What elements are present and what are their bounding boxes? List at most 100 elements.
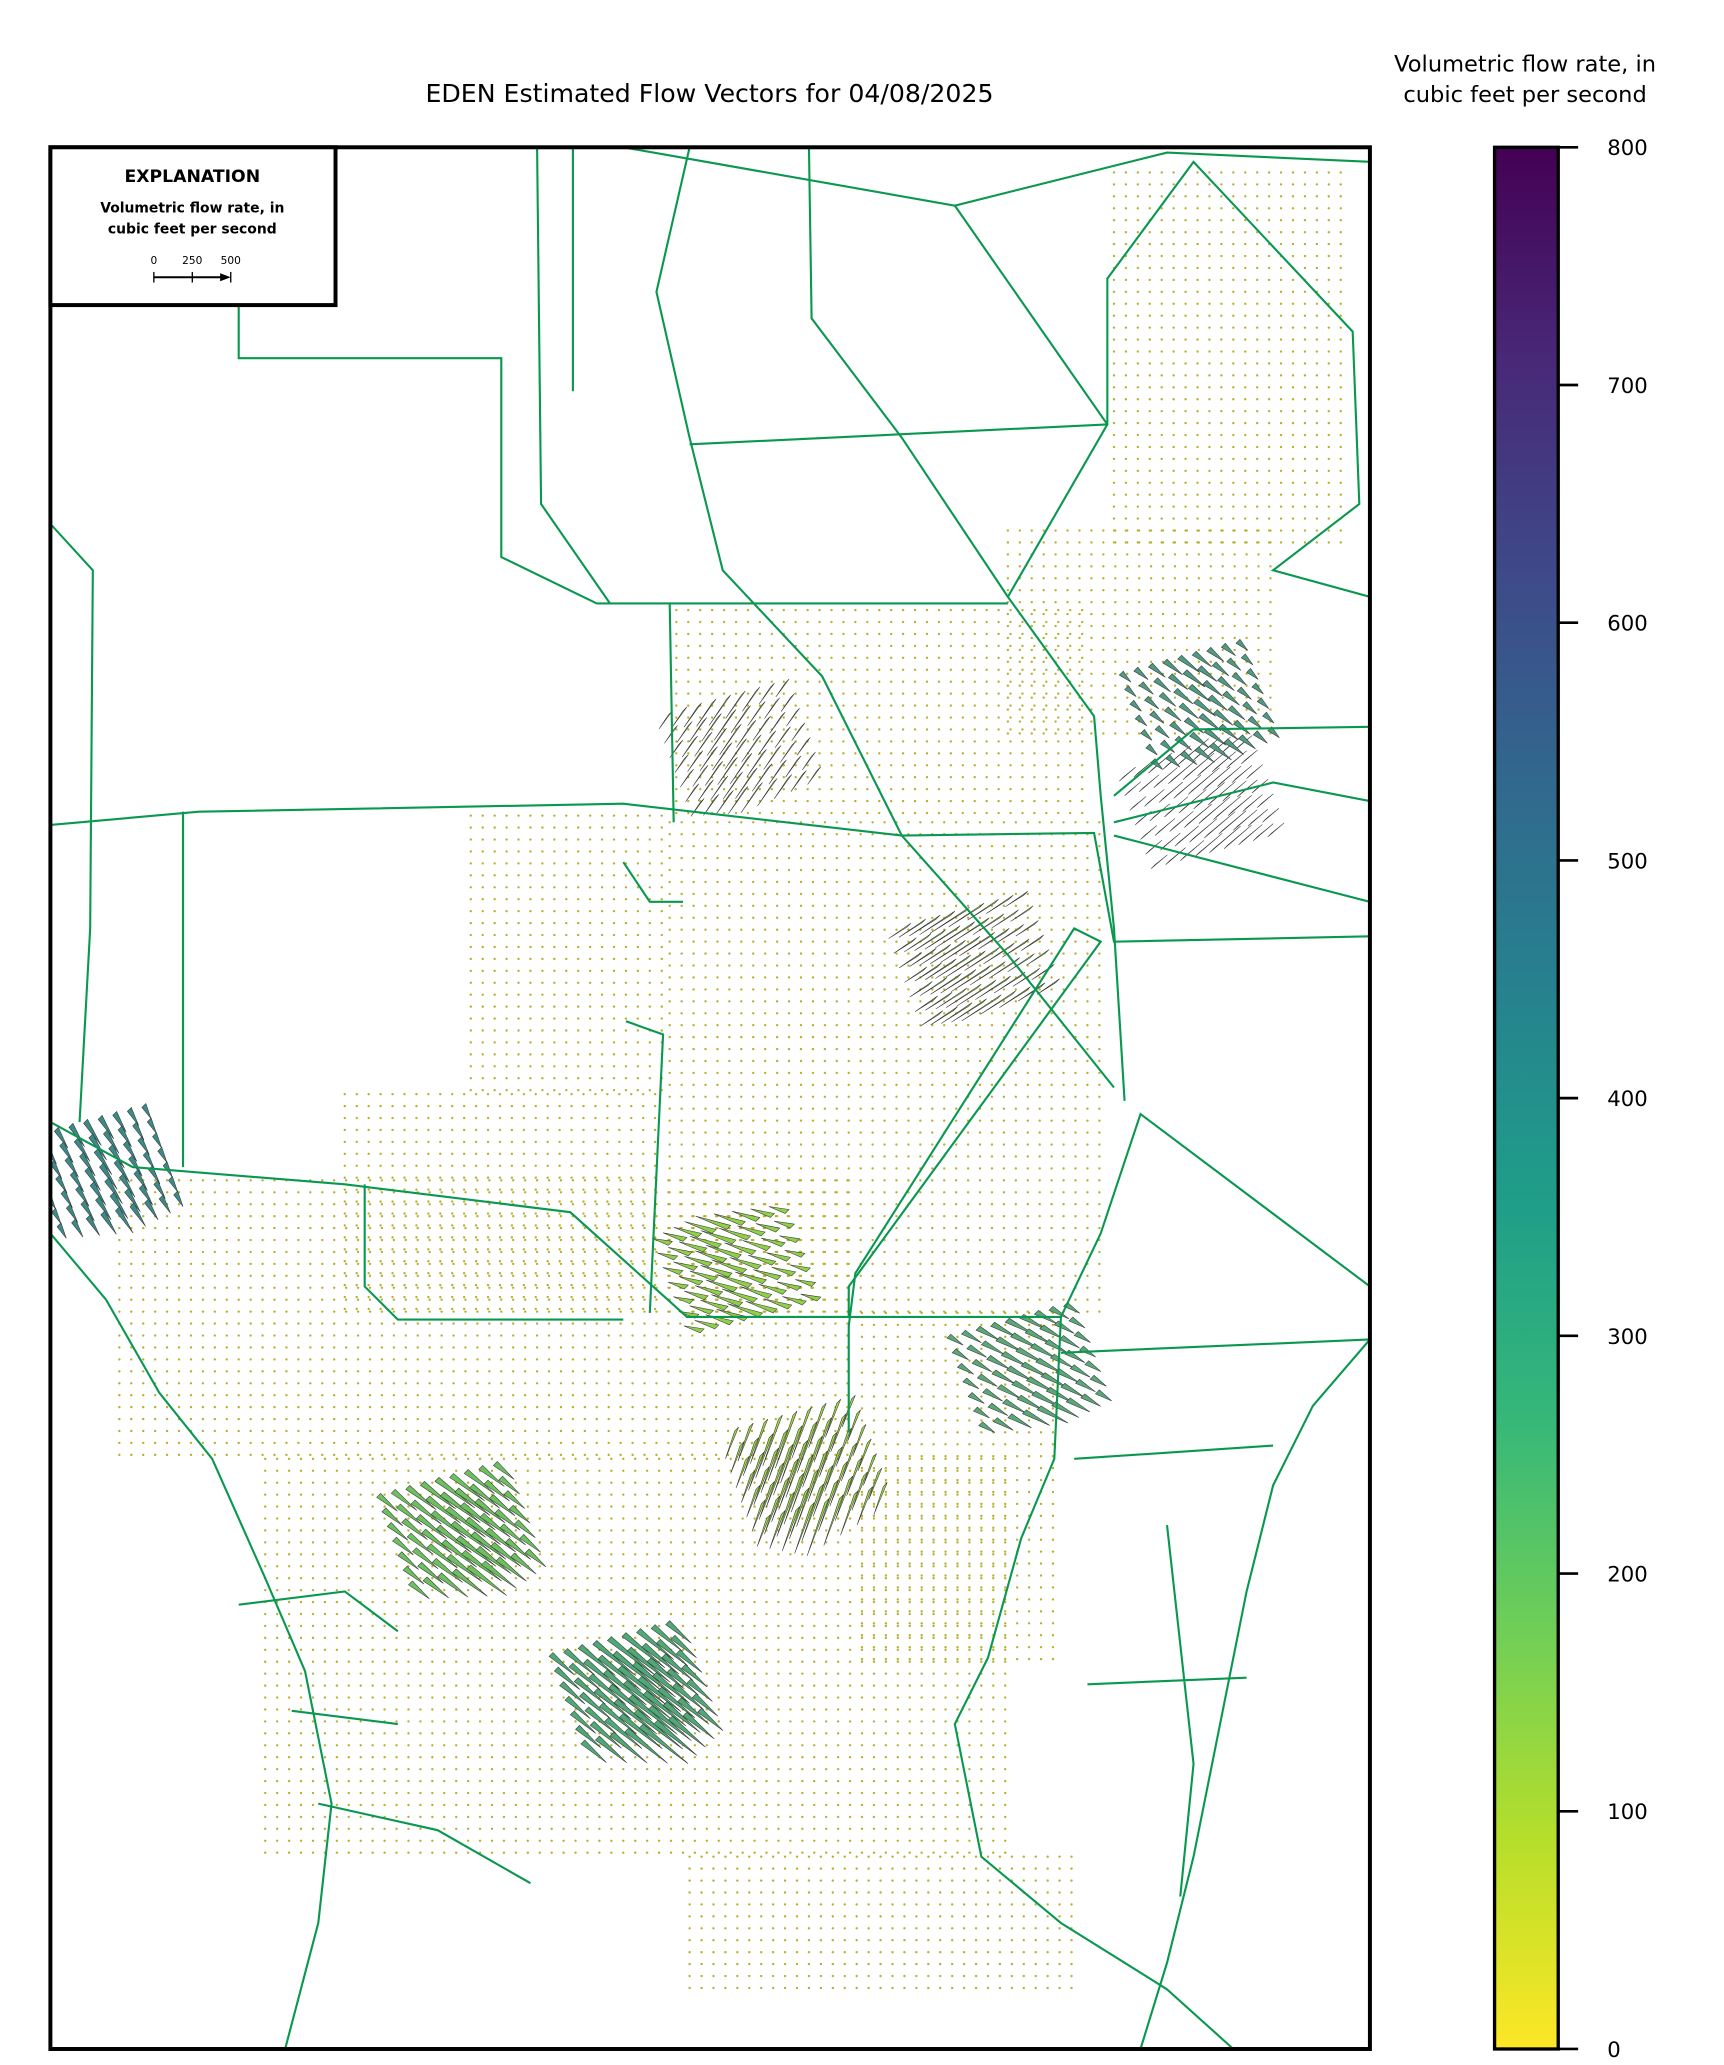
grid-dot [692, 1000, 695, 1003]
grid-dot [770, 716, 774, 719]
grid-dot [907, 1286, 910, 1289]
grid-dot [1002, 988, 1006, 991]
grid-dot [481, 945, 484, 949]
grid-dot [901, 776, 905, 779]
grid-dot [488, 1370, 491, 1373]
grid-dot [1086, 1179, 1089, 1182]
grid-dot [287, 1600, 291, 1604]
grid-dot [142, 1238, 145, 1242]
grid-dot [383, 1851, 386, 1854]
grid-dot [359, 1827, 362, 1831]
grid-dot [907, 821, 910, 824]
grid-dot [505, 886, 508, 889]
grid-dot [636, 945, 640, 949]
grid-dot [1062, 1095, 1065, 1099]
grid-dot [919, 1083, 922, 1087]
grid-dot [1002, 1059, 1006, 1063]
grid-dot [775, 1035, 779, 1039]
grid-dot [547, 1441, 551, 1445]
grid-dot [553, 909, 556, 913]
grid-dot [931, 964, 934, 967]
grid-dot [660, 862, 663, 865]
grid-dot [834, 1334, 837, 1337]
grid-dot [213, 1453, 217, 1457]
grid-dot [344, 1298, 348, 1301]
grid-dot [1086, 988, 1089, 991]
grid-dot [379, 1307, 382, 1311]
grid-dot [630, 1164, 633, 1167]
grid-dot [153, 1250, 157, 1254]
grid-dot [299, 1803, 303, 1807]
grid-dot [978, 1214, 982, 1218]
grid-dot [675, 644, 678, 648]
grid-dot [648, 1088, 652, 1092]
grid-dot [249, 1310, 252, 1313]
grid-dot [392, 1238, 396, 1242]
grid-dot [395, 1600, 398, 1604]
grid-dot [722, 680, 726, 683]
grid-dot [704, 964, 707, 967]
grid-dot [335, 1696, 339, 1699]
grid-dot [607, 1214, 610, 1218]
grid-dot [153, 1226, 157, 1230]
grid-dot [847, 1083, 850, 1087]
grid-dot [799, 1035, 803, 1039]
grid-dot [297, 1250, 300, 1254]
grid-dot [404, 1405, 407, 1409]
grid-dot [907, 1095, 910, 1099]
grid-dot [287, 1720, 291, 1723]
grid-dot [321, 1405, 324, 1409]
grid-dot [476, 1429, 479, 1433]
grid-dot [541, 814, 544, 817]
grid-dot [913, 608, 917, 612]
grid-dot [439, 1164, 442, 1167]
grid-dot [746, 811, 750, 815]
grid-dot [660, 838, 663, 841]
grid-dot [752, 1071, 755, 1075]
grid-dot [297, 1191, 300, 1194]
grid-dot [469, 981, 472, 984]
grid-dot [464, 1429, 467, 1433]
grid-dot [395, 1660, 398, 1663]
grid-dot [177, 1250, 181, 1254]
grid-dot [990, 1047, 994, 1051]
grid-dot [734, 692, 738, 695]
grid-dot [746, 680, 750, 683]
grid-dot [379, 1140, 382, 1144]
grid-dot [165, 1250, 169, 1254]
grid-dot [883, 844, 886, 848]
grid-dot [691, 1214, 694, 1218]
grid-dot [636, 874, 640, 877]
grid-dot [142, 1429, 145, 1433]
grid-dot [546, 1188, 549, 1191]
grid-dot [668, 1107, 671, 1110]
grid-dot [600, 898, 604, 901]
grid-dot [249, 1250, 252, 1254]
grid-dot [225, 1382, 228, 1385]
grid-dot [1062, 1286, 1065, 1289]
grid-dot [440, 1250, 443, 1254]
grid-dot [871, 1107, 874, 1110]
grid-dot [287, 1648, 291, 1652]
grid-dot [728, 1155, 731, 1158]
grid-dot [1033, 764, 1036, 767]
grid-dot [547, 1358, 551, 1361]
grid-dot [973, 680, 976, 683]
grid-dot [356, 1203, 360, 1206]
grid-dot [311, 1636, 315, 1640]
grid-dot [726, 1441, 730, 1445]
grid-dot [588, 862, 592, 865]
grid-dot [714, 1238, 718, 1242]
grid-dot [954, 904, 958, 908]
grid-dot [954, 880, 958, 884]
grid-dot [1026, 1191, 1029, 1194]
grid-dot [297, 1453, 300, 1457]
grid-dot [835, 1000, 838, 1003]
grid-dot [356, 1370, 360, 1373]
grid-dot [913, 680, 917, 683]
grid-dot [943, 1238, 946, 1242]
grid-dot [1074, 1083, 1077, 1087]
grid-dot [1057, 776, 1060, 779]
grid-dot [660, 981, 663, 984]
grid-dot [299, 1636, 303, 1640]
